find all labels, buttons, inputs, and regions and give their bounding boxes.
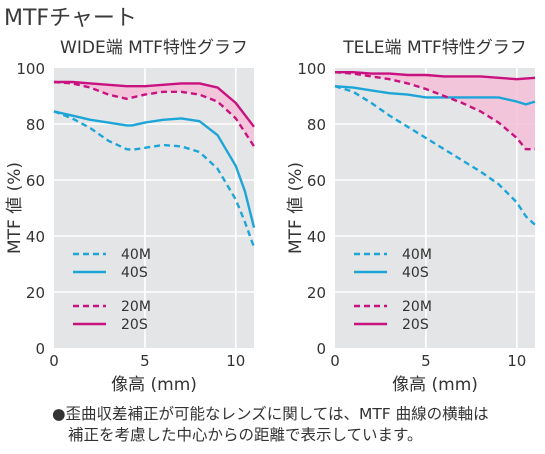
legend-label-20s: 20S — [402, 317, 429, 333]
y-tick-label: 80 — [26, 116, 45, 134]
legend-label-40s: 40S — [121, 265, 148, 281]
legend-label-20m: 20M — [402, 299, 432, 315]
y-tick-label: 40 — [307, 228, 326, 246]
y-tick-label: 20 — [26, 284, 45, 302]
series-line-20m — [53, 80, 256, 148]
footnote: ●歪曲収差補正が可能なレンズに関しては、MTF 曲線の横軸は 補正を考慮した中心… — [52, 404, 542, 446]
page-title: MTFチャート — [4, 6, 137, 31]
y-tick-label: 80 — [307, 116, 326, 134]
x-tick-label: 5 — [421, 352, 431, 370]
legend-label-40s: 40S — [402, 265, 429, 281]
series-line-40s — [53, 110, 256, 228]
series-line-20s — [54, 80, 255, 128]
chart-title: WIDE端 MTF特性グラフ — [60, 38, 248, 58]
legend-label-40m: 40M — [121, 247, 151, 263]
series-line-40s — [334, 85, 536, 106]
y-tick-label: 100 — [297, 60, 326, 78]
y-tick-label: 20 — [307, 284, 326, 302]
x-tick-label: 10 — [507, 352, 526, 370]
y-tick-label: 60 — [307, 172, 326, 190]
x-tick-label: 0 — [49, 352, 59, 370]
footnote-line-2: 補正を考慮した中心からの距離で表示しています。 — [68, 426, 423, 444]
y-tick-label: 60 — [26, 172, 45, 190]
y-tick-label: 40 — [26, 228, 45, 246]
y-tick-label: 0 — [316, 340, 326, 358]
y-axis-label: MTF 値 (%) — [5, 162, 25, 254]
series-line-20m — [334, 71, 535, 151]
y-tick-label: 0 — [35, 340, 45, 358]
footnote-line-1: ●歪曲収差補正が可能なレンズに関しては、MTF 曲線の横軸は — [52, 405, 489, 423]
legend-label-40m: 40M — [402, 247, 432, 263]
mtf-fill-band — [335, 72, 535, 150]
y-tick-label: 100 — [16, 60, 45, 78]
series-line-20s — [335, 70, 536, 81]
series-line-40m — [334, 85, 536, 226]
legend-label-20m: 20M — [121, 299, 151, 315]
x-axis-label: 像高 (mm) — [392, 375, 478, 395]
x-tick-label: 10 — [226, 352, 245, 370]
plot-background — [54, 68, 254, 348]
chart-title: TELE端 MTF特性グラフ — [342, 38, 527, 58]
x-tick-label: 5 — [140, 352, 150, 370]
y-axis-label: MTF 値 (%) — [286, 162, 306, 254]
x-tick-label: 0 — [330, 352, 340, 370]
legend-label-20s: 20S — [121, 317, 148, 333]
series-line-40m — [53, 110, 256, 248]
x-axis-label: 像高 (mm) — [111, 375, 197, 395]
